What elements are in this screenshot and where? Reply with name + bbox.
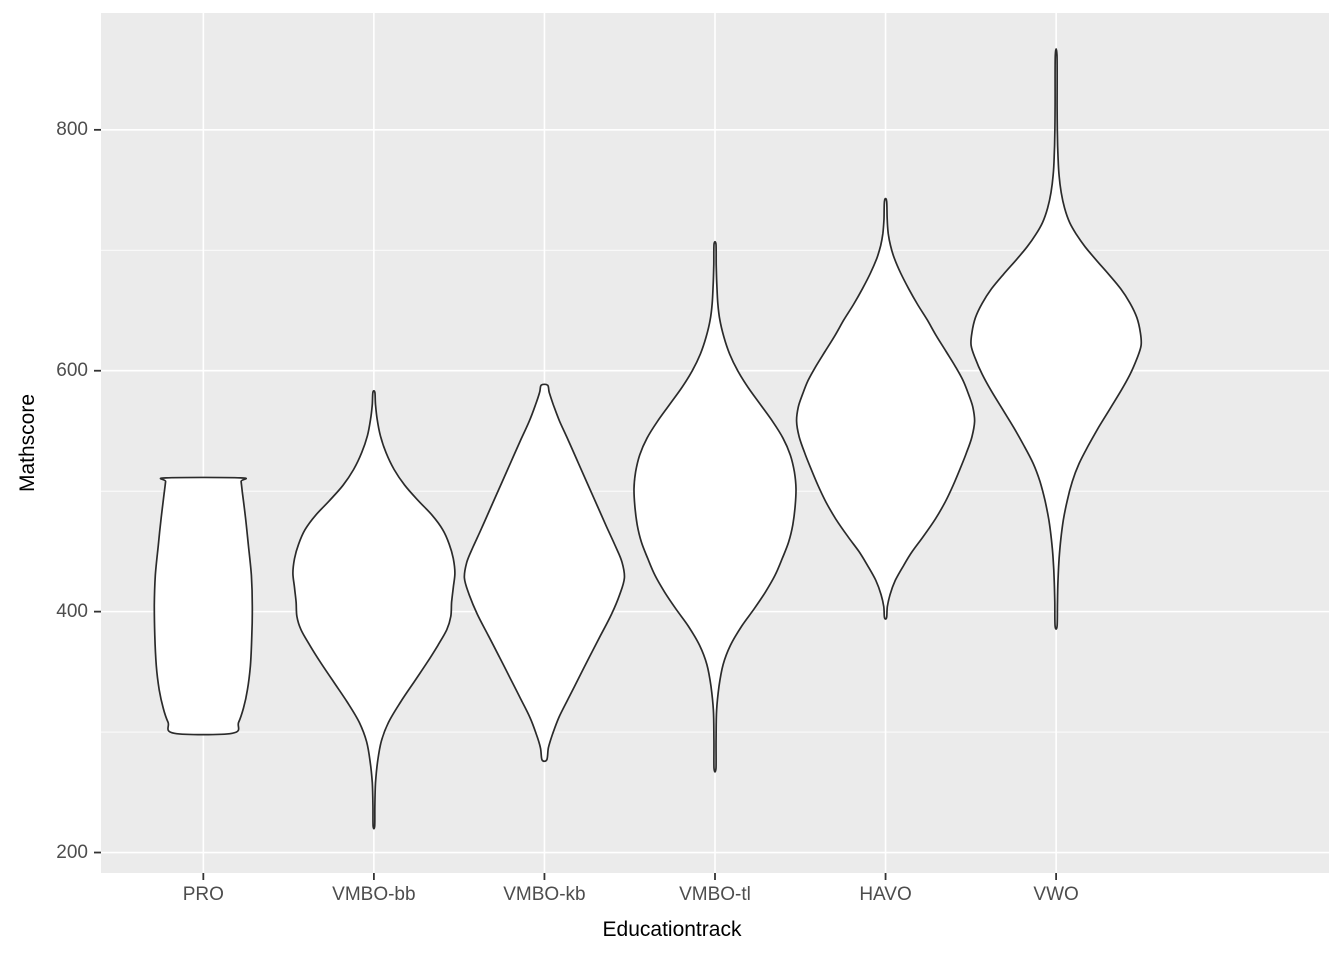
x-category-label-HAVO: HAVO (859, 884, 912, 905)
x-category-label-VMBO-kb: VMBO-kb (503, 884, 586, 905)
y-tick-label-600: 600 (56, 359, 88, 381)
x-category-label-VMBO-bb: VMBO-bb (332, 884, 416, 905)
x-category-label-VMBO-tl: VMBO-tl (679, 884, 751, 905)
x-category-label-PRO: PRO (182, 884, 224, 905)
x-category-label-VWO: VWO (1033, 884, 1079, 905)
violin-PRO (153, 476, 254, 736)
y-tick-label-800: 800 (56, 118, 88, 140)
violin-HAVO (795, 197, 976, 620)
x-axis-title: Educationtrack (602, 918, 742, 941)
y-tick-label-200: 200 (56, 841, 88, 863)
y-axis-title: Mathscore (16, 393, 39, 493)
violin-VMBO-tl (633, 240, 797, 773)
violin-VMBO-kb (463, 383, 626, 763)
violin-VMBO-bb (292, 390, 456, 830)
violin-VWO (970, 47, 1143, 630)
y-tick-label-400: 400 (56, 600, 88, 622)
